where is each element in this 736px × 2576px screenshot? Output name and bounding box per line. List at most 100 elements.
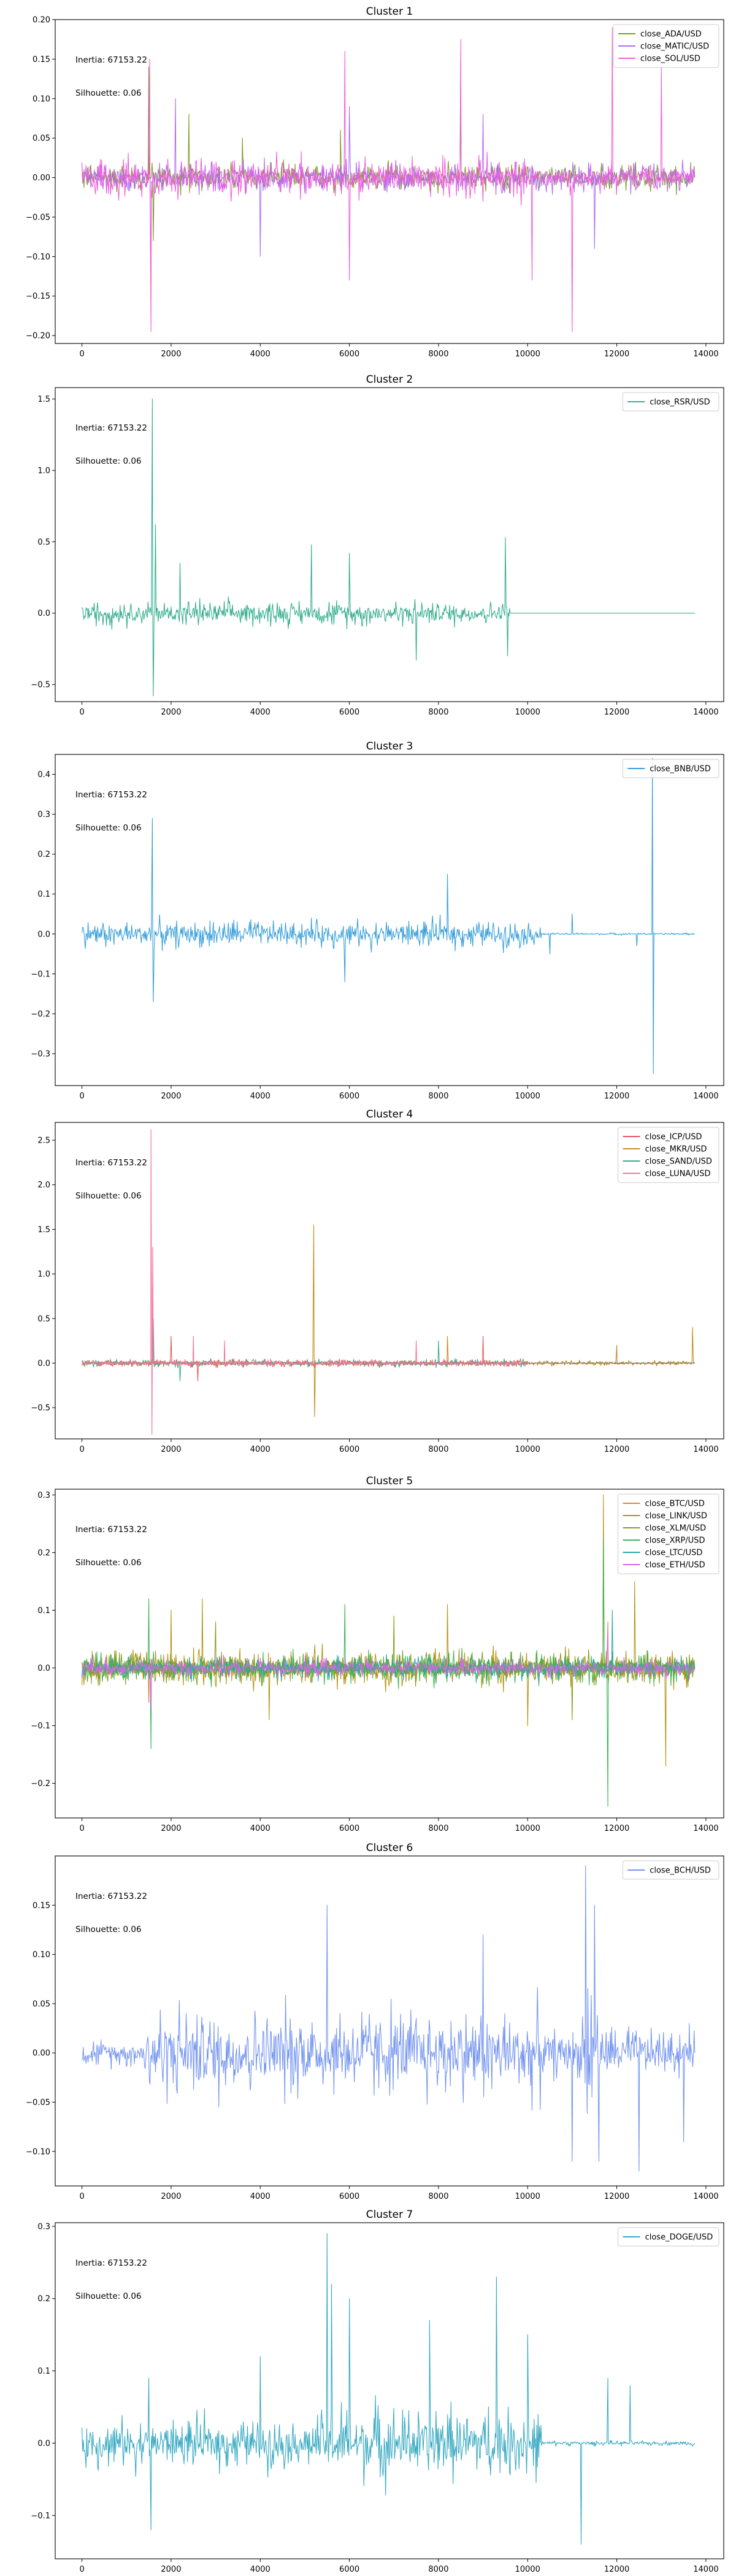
legend-entry: close_SOL/USD [640, 55, 700, 64]
cluster-panel-3: Cluster 3 0 2000 4000 6000 8000 10000 12000 1400… [31, 740, 724, 1101]
cluster-panel-6: Cluster 6 0 2000 4000 6000 8000 10000 12000 1400… [26, 1842, 724, 2201]
x-tick-label: 4000 [250, 2192, 270, 2201]
series-line-close-ada-usd [82, 66, 696, 242]
legend-entry: close_SAND/USD [645, 1157, 712, 1167]
inertia-annotation: Inertia: 67153.22 [75, 2258, 147, 2268]
y-tick-label: 0.3 [37, 2222, 50, 2231]
y-tick-label: 1.5 [37, 395, 50, 404]
silhouette-annotation: Silhouette: 0.06 [75, 1925, 142, 1934]
legend: close_ICP/USD close_MKR/USD close_SAND/USD… [618, 1127, 719, 1183]
silhouette-annotation: Silhouette: 0.06 [75, 88, 142, 98]
series-line-close-eth-usd [82, 1633, 696, 1709]
series-line-close-matic-usd [82, 98, 696, 273]
chart-title: Cluster 2 [366, 374, 413, 386]
y-tick-label: 0.1 [37, 1606, 50, 1616]
y-tick-label: −0.05 [26, 2098, 50, 2107]
series-line-close-xrp-usd [82, 1541, 696, 1807]
chart-title: Cluster 3 [366, 740, 413, 753]
plot-frame [55, 387, 724, 702]
y-tick-label: −0.05 [26, 213, 50, 222]
series-line-close-icp-usd [82, 1336, 696, 1382]
y-tick-label: −0.1 [31, 1722, 50, 1731]
y-tick-label: 0.5 [37, 538, 50, 547]
x-tick-label: 10000 [515, 708, 540, 717]
silhouette-annotation: Silhouette: 0.06 [75, 456, 142, 466]
legend-box [622, 1860, 719, 1880]
x-tick-label: 6000 [339, 2192, 359, 2201]
y-tick-label: 0.05 [33, 1999, 50, 2009]
y-tick-label: −0.15 [26, 292, 50, 301]
x-tick-label: 0 [79, 350, 84, 359]
plot-frame [55, 19, 724, 344]
x-tick-label: 10000 [515, 2192, 540, 2201]
y-tick-label: 0.20 [33, 16, 50, 25]
legend-entry: close_RSR/USD [650, 398, 710, 407]
y-tick-label: 0.1 [37, 890, 50, 899]
x-tick-label: 4000 [250, 1824, 270, 1833]
x-tick-label: 4000 [250, 1445, 270, 1454]
y-tick-label: 0.2 [37, 850, 50, 859]
plot-frame [55, 1122, 724, 1439]
y-tick-label: 2.5 [37, 1137, 50, 1146]
legend-box [613, 24, 719, 68]
legend-entry: close_BTC/USD [645, 1500, 705, 1509]
x-tick-label: 0 [79, 708, 84, 717]
cluster-panel-4: Cluster 4 0 2000 4000 6000 8000 10000 12000 1400… [31, 1108, 724, 1454]
x-tick-label: 14000 [693, 350, 718, 359]
y-tick-label: 0.00 [33, 2049, 50, 2058]
x-tick-label: 2000 [161, 1092, 181, 1101]
cluster-panel-1: Cluster 1 0 2000 4000 6000 8000 10000 12000 1400… [26, 6, 724, 359]
y-tick-label: 1.5 [37, 1225, 50, 1235]
y-tick-label: 0.15 [33, 55, 50, 64]
x-tick-label: 2000 [161, 708, 181, 717]
series-line-close-luna-usd [82, 1129, 528, 1435]
y-tick-label: 0.10 [33, 94, 50, 104]
x-tick-label: 6000 [339, 350, 359, 359]
x-tick-label: 8000 [428, 1092, 448, 1101]
legend-entry: close_LTC/USD [645, 1549, 703, 1558]
y-tick-label: −0.3 [31, 1049, 50, 1059]
y-tick-label: 0.05 [33, 134, 50, 144]
series-line-close-doge-usd [82, 2233, 696, 2545]
y-tick-label: 0.4 [37, 770, 50, 780]
chart-title: Cluster 1 [366, 6, 413, 18]
y-tick-label: 0.0 [37, 1664, 50, 1673]
x-tick-label: 6000 [339, 1092, 359, 1101]
x-tick-label: 10000 [515, 1824, 540, 1833]
y-tick-label: 2.0 [37, 1181, 50, 1190]
y-tick-label: −0.20 [26, 332, 50, 341]
x-tick-label: 14000 [693, 2565, 718, 2574]
y-tick-label: 0.0 [37, 930, 50, 939]
x-tick-label: 4000 [250, 350, 270, 359]
legend-entry: close_DOGE/USD [645, 2233, 713, 2242]
legend-entry: close_ICP/USD [645, 1133, 702, 1142]
y-tick-label: 0.0 [37, 609, 50, 618]
x-tick-label: 6000 [339, 1445, 359, 1454]
x-tick-label: 12000 [604, 1445, 629, 1454]
y-tick-label: 0.10 [33, 1950, 50, 1960]
inertia-annotation: Inertia: 67153.22 [75, 790, 147, 800]
y-tick-label: 0.3 [37, 810, 50, 819]
x-tick-label: 8000 [428, 1824, 448, 1833]
y-tick-label: 0.2 [37, 1549, 50, 1558]
silhouette-annotation: Silhouette: 0.06 [75, 823, 142, 833]
series-line-close-sol-usd [82, 27, 696, 332]
x-tick-label: 2000 [161, 1824, 181, 1833]
x-tick-label: 4000 [250, 708, 270, 717]
x-tick-label: 8000 [428, 2565, 448, 2574]
cluster-panel-2: Cluster 2 0 2000 4000 6000 8000 10000 12000 1400… [31, 374, 724, 717]
legend-entry: close_BNB/USD [650, 765, 711, 774]
legend: close_BNB/USD [622, 759, 719, 778]
y-tick-label: 0.5 [37, 1314, 50, 1324]
inertia-annotation: Inertia: 67153.22 [75, 423, 147, 433]
legend: close_DOGE/USD [618, 2227, 719, 2247]
x-tick-label: 2000 [161, 2192, 181, 2201]
plot-frame [55, 754, 724, 1086]
legend-box [618, 1127, 719, 1183]
legend-entry: close_LINK/USD [645, 1512, 707, 1521]
chart-title: Cluster 4 [366, 1108, 413, 1121]
x-tick-label: 8000 [428, 1445, 448, 1454]
series-line-close-sand-usd [82, 1318, 695, 1382]
x-tick-label: 14000 [693, 708, 718, 717]
y-tick-label: 0.0 [37, 2439, 50, 2448]
